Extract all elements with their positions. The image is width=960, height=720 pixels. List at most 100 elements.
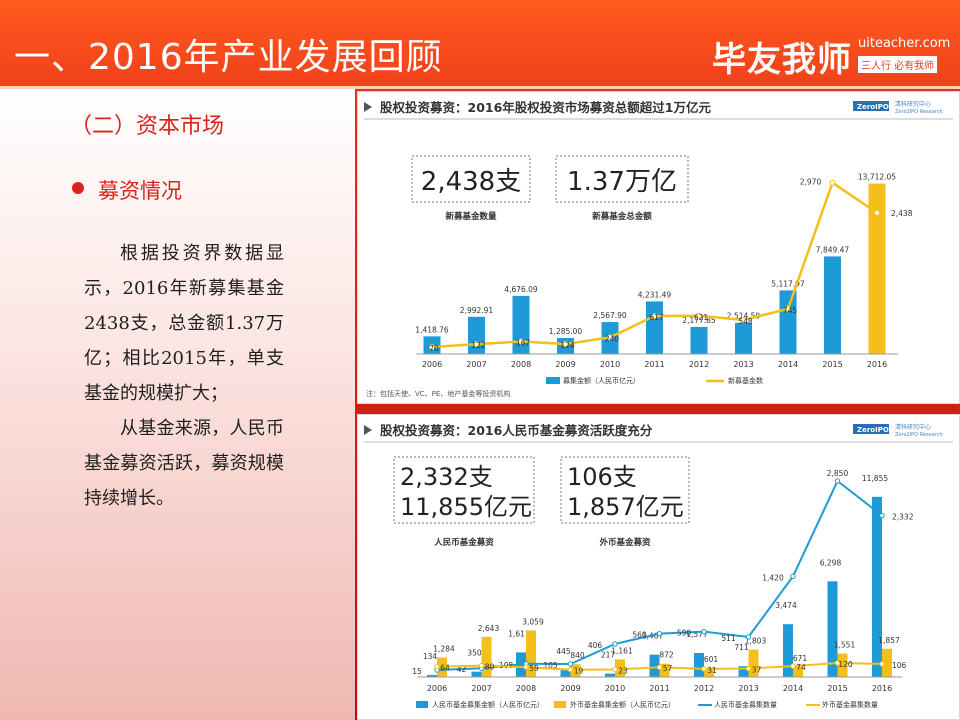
x-tick-label: 2012 bbox=[689, 360, 709, 369]
brand-name: 清科研究中心 bbox=[895, 100, 931, 108]
x-tick-label: 2010 bbox=[600, 360, 620, 369]
bar-value-label: 2,643 bbox=[478, 624, 500, 633]
bar bbox=[646, 301, 663, 354]
bar bbox=[793, 666, 803, 677]
paragraph-2: 从基金来源，人民币基金募资活跃，募资规模持续增长。 bbox=[84, 418, 284, 509]
bar-value-label: 3,059 bbox=[522, 618, 544, 627]
bar bbox=[649, 654, 660, 677]
page-title: 一、2016年产业发展回顾 bbox=[14, 37, 443, 78]
line-point bbox=[745, 665, 752, 672]
line-value-label: 1,420 bbox=[762, 573, 784, 582]
bar-value-label: 4,676.09 bbox=[504, 285, 538, 294]
line-point bbox=[473, 341, 480, 348]
bar-value-label: 13,712.05 bbox=[858, 173, 896, 182]
x-tick-label: 2007 bbox=[471, 684, 491, 693]
line-value-label: 64 bbox=[440, 664, 450, 673]
x-tick-label: 2011 bbox=[649, 684, 669, 693]
line-point bbox=[429, 344, 435, 351]
bar-value-label: 4,231.49 bbox=[638, 290, 672, 299]
chart-title: 股权投资募资：2016人民币基金募资活跃度充分 bbox=[380, 423, 653, 438]
line-value-label: 106 bbox=[892, 661, 907, 670]
kpi-value: 1.37万亿 bbox=[567, 167, 677, 197]
bar bbox=[481, 636, 492, 677]
line-point bbox=[651, 313, 658, 320]
x-tick-label: 2015 bbox=[822, 360, 842, 369]
paragraph-1: 根据投资界数据显示，2016年新募集基金2438支，总金额1.37万亿；相比20… bbox=[84, 243, 284, 404]
bar bbox=[427, 674, 437, 677]
kpi-box bbox=[411, 155, 531, 203]
line-value-label: 59 bbox=[529, 664, 539, 673]
bar-value-label: 217 bbox=[601, 651, 616, 660]
line-value-label: 590 bbox=[677, 629, 692, 638]
bar-value-label: 134 bbox=[423, 652, 438, 661]
legend-swatch-bar bbox=[416, 701, 428, 708]
chart-fund-raising-total: 股权投资募资：2016年股权投资市场募资总额超过1万亿元 ZeroIPO 清科研究中… bbox=[357, 91, 960, 404]
brand-site: uiteacher.com bbox=[858, 36, 951, 51]
line-point bbox=[790, 663, 796, 669]
kpi-box bbox=[393, 456, 535, 524]
line-point bbox=[785, 305, 791, 312]
zero2ipo-logo-text: ZeroIPO bbox=[857, 103, 889, 111]
bar-value-label: 601 bbox=[704, 655, 719, 664]
x-tick-label: 2013 bbox=[733, 360, 753, 369]
line-point bbox=[567, 661, 574, 667]
bar-value-label: 11,855 bbox=[862, 474, 888, 483]
legend-label: 人民币基金募集金额（人民币亿元） bbox=[432, 700, 544, 709]
bar bbox=[704, 667, 714, 677]
legend-swatch-bar bbox=[554, 701, 566, 708]
bar-value-label: 7,849.47 bbox=[816, 245, 850, 254]
bar-value-label: 1,803 bbox=[745, 637, 767, 646]
header-divider bbox=[0, 86, 960, 89]
line-value-label: 120 bbox=[838, 660, 853, 669]
bar-value-label: 711 bbox=[734, 643, 749, 652]
line-value-label: 240 bbox=[605, 334, 620, 343]
line-value-label: 74 bbox=[796, 663, 806, 672]
x-tick-label: 2010 bbox=[605, 684, 625, 693]
line-value-label: 406 bbox=[588, 641, 603, 650]
line-value-label: 23 bbox=[618, 666, 628, 675]
zero2ipo-logo-icon bbox=[853, 101, 889, 111]
bar-value-label: 2,567.90 bbox=[593, 311, 627, 320]
bar-value-label: 350 bbox=[467, 649, 482, 658]
bar bbox=[526, 630, 536, 677]
brand-name-en: Zero2IPO Research bbox=[895, 432, 943, 438]
zero2ipo-logo-text: ZeroIPO bbox=[857, 426, 889, 434]
bar bbox=[471, 671, 482, 677]
line-point bbox=[567, 667, 574, 673]
bar bbox=[735, 322, 752, 354]
bar-value-label: 1,161 bbox=[611, 646, 633, 655]
bar-value-label: 445 bbox=[556, 647, 571, 656]
line-point bbox=[656, 630, 663, 637]
bar-value-label: 872 bbox=[659, 651, 674, 660]
bar bbox=[694, 653, 704, 677]
x-tick-label: 2006 bbox=[422, 360, 442, 369]
bar-value-label: 1,577 bbox=[686, 630, 708, 639]
brand-name-en: Zero2IPO Research bbox=[895, 109, 943, 115]
line-value-label: 2,850 bbox=[827, 469, 849, 478]
legend-label: 人民币基金募集数量 bbox=[714, 700, 777, 709]
x-tick-label: 2014 bbox=[783, 684, 803, 693]
bar-value-label: 2,514.50 bbox=[727, 312, 761, 321]
line-point bbox=[879, 661, 885, 667]
bullet-icon bbox=[72, 182, 84, 194]
bar-value-label: 1,617 bbox=[508, 629, 530, 638]
legend-label: 募集金额（人民币亿元） bbox=[563, 376, 640, 385]
line-point bbox=[874, 209, 880, 216]
x-tick-label: 2008 bbox=[511, 360, 531, 369]
line-value-label: 70 bbox=[429, 344, 439, 353]
kpi-value-amount: 1,857亿元 bbox=[567, 493, 684, 521]
legend-label: 外币基金募集金额（人民币亿元） bbox=[570, 700, 675, 709]
kpi-label: 新募基金总金额 bbox=[592, 211, 652, 222]
x-tick-label: 2014 bbox=[778, 360, 798, 369]
line-point bbox=[562, 340, 569, 347]
bar-value-label: 1,284 bbox=[433, 644, 455, 653]
line-point bbox=[879, 512, 885, 519]
kpi-value-count: 106支 bbox=[567, 463, 637, 491]
brand-logo: 毕友我师 bbox=[712, 40, 852, 80]
kpi-label: 新募基金数量 bbox=[445, 211, 497, 222]
line-value-label: 2,332 bbox=[892, 513, 914, 522]
line-point bbox=[701, 628, 707, 635]
bar bbox=[659, 663, 670, 677]
x-tick-label: 2007 bbox=[466, 360, 486, 369]
